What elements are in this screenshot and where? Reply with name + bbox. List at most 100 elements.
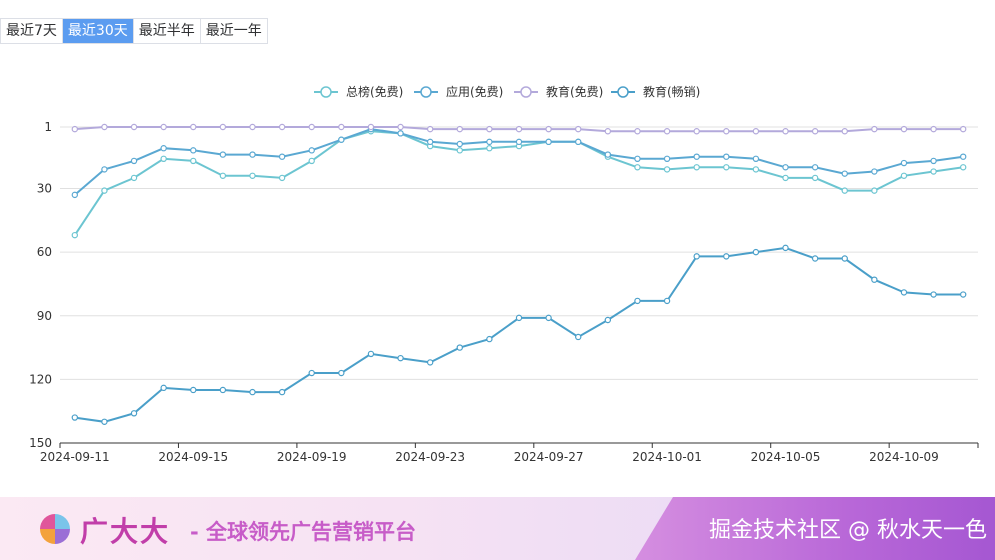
- data-point: [575, 125, 582, 133]
- chart-legend: 总榜(免费) 应用(免费) 教育(免费) 教育(畅销): [314, 84, 700, 99]
- data-point: [219, 123, 227, 131]
- series-4: [71, 244, 967, 425]
- data-point: [71, 191, 79, 199]
- legend-swatch-marker: [617, 86, 629, 98]
- x-tick-label: 2024-09-23: [395, 450, 465, 464]
- data-point: [486, 138, 493, 146]
- data-point: [249, 151, 256, 158]
- data-point: [456, 147, 463, 154]
- data-point: [338, 136, 345, 143]
- data-point: [249, 123, 256, 131]
- data-point: [930, 168, 937, 175]
- data-point: [959, 125, 967, 133]
- data-point: [160, 145, 167, 152]
- legend-item-3[interactable]: 教育(免费): [514, 84, 603, 99]
- data-point: [101, 166, 108, 173]
- data-point: [900, 125, 908, 133]
- data-point: [782, 174, 789, 182]
- data-point: [486, 125, 493, 133]
- data-point: [545, 138, 552, 146]
- data-point: [900, 159, 908, 167]
- data-point: [160, 123, 167, 131]
- x-tick-label: 2024-10-05: [751, 450, 821, 464]
- data-point: [278, 153, 286, 160]
- data-point: [871, 276, 878, 283]
- tab-last-half-year[interactable]: 最近半年: [133, 19, 201, 43]
- legend-label: 应用(免费): [446, 84, 503, 99]
- legend-item-1[interactable]: 总榜(免费): [314, 84, 403, 99]
- data-point: [219, 151, 227, 158]
- data-point: [634, 164, 641, 171]
- brand-name: 广大大: [80, 515, 171, 548]
- chart-grid: [60, 126, 978, 444]
- data-point: [486, 145, 493, 152]
- data-point: [871, 187, 878, 194]
- data-point: [101, 187, 108, 194]
- data-point: [959, 153, 967, 160]
- data-point: [397, 130, 404, 137]
- x-tick-label: 2024-09-27: [514, 450, 584, 464]
- x-tick-label: 2024-09-15: [158, 450, 228, 464]
- data-point: [456, 125, 463, 133]
- data-point: [515, 138, 523, 146]
- data-point: [308, 369, 315, 377]
- data-point: [486, 335, 493, 343]
- tab-last-7-days[interactable]: 最近7天: [1, 19, 63, 43]
- data-point: [308, 147, 315, 154]
- data-point: [308, 123, 315, 131]
- data-point: [426, 125, 434, 133]
- legend-label: 教育(畅销): [643, 84, 700, 99]
- ad-banner[interactable]: 广大大 - 全球领先广告营销平台 掘金技术社区 @ 秋水天一色: [0, 497, 995, 560]
- data-point: [841, 170, 848, 177]
- data-point: [693, 164, 700, 171]
- data-point: [456, 344, 463, 351]
- series-2: [71, 125, 967, 199]
- data-point: [663, 166, 671, 173]
- data-point: [278, 123, 286, 131]
- brand-logo-icon: [40, 514, 70, 544]
- data-point: [190, 157, 197, 165]
- data-point: [782, 128, 789, 135]
- x-tick-label: 2024-10-01: [632, 450, 702, 464]
- data-point: [278, 174, 286, 182]
- chart-series: [71, 123, 967, 425]
- y-tick-label: 90: [37, 309, 52, 323]
- data-point: [249, 388, 256, 396]
- data-point: [930, 125, 937, 133]
- data-point: [900, 172, 908, 179]
- data-point: [871, 125, 878, 133]
- data-point: [545, 125, 552, 133]
- legend-item-4[interactable]: 教育(畅销): [611, 84, 700, 99]
- series-line: [74, 246, 964, 423]
- data-point: [160, 155, 167, 163]
- data-point: [811, 164, 819, 171]
- legend-item-2[interactable]: 应用(免费): [414, 84, 503, 99]
- data-point: [841, 255, 848, 262]
- data-point: [959, 291, 967, 298]
- data-point: [426, 359, 434, 366]
- data-point: [752, 166, 760, 173]
- y-tick-label: 30: [37, 182, 52, 196]
- x-tick-label: 2024-09-19: [277, 450, 347, 464]
- data-point: [190, 123, 197, 131]
- data-point: [604, 128, 612, 135]
- watermark-text: 掘金技术社区 @ 秋水天一色: [709, 518, 987, 543]
- tab-last-30-days[interactable]: 最近30天: [62, 19, 134, 43]
- legend-swatch-marker: [420, 86, 432, 98]
- data-point: [130, 123, 138, 131]
- data-point: [130, 157, 138, 165]
- data-point: [397, 123, 404, 131]
- data-point: [663, 297, 671, 305]
- tab-last-year[interactable]: 最近一年: [200, 19, 267, 43]
- data-point: [930, 157, 937, 165]
- data-point: [130, 174, 138, 182]
- data-point: [397, 354, 404, 362]
- brand-slogan: - 全球领先广告营销平台: [190, 520, 417, 544]
- data-point: [190, 386, 197, 394]
- data-point: [841, 187, 848, 194]
- data-point: [782, 164, 789, 171]
- y-tick-label: 1: [44, 120, 52, 134]
- data-point: [190, 147, 197, 154]
- legend-label: 教育(免费): [546, 84, 603, 99]
